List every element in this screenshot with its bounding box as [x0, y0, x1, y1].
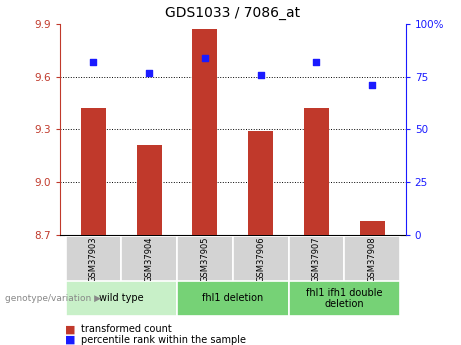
Bar	[65, 281, 177, 316]
Bar	[177, 281, 289, 316]
Bar	[344, 236, 400, 281]
Text: GSM37904: GSM37904	[145, 236, 154, 282]
Text: GSM37907: GSM37907	[312, 236, 321, 282]
Bar	[81, 108, 106, 235]
Point	[90, 59, 97, 65]
Text: GSM37903: GSM37903	[89, 236, 98, 282]
Title: GDS1033 / 7086_at: GDS1033 / 7086_at	[165, 6, 301, 20]
Text: ■: ■	[65, 335, 75, 345]
Bar	[121, 236, 177, 281]
Bar	[177, 236, 233, 281]
Bar	[233, 236, 289, 281]
Point	[313, 59, 320, 65]
Text: fhl1 ifh1 double
deletion: fhl1 ifh1 double deletion	[306, 288, 383, 309]
Bar	[304, 108, 329, 235]
Bar	[248, 131, 273, 235]
Bar	[65, 236, 121, 281]
Text: wild type: wild type	[99, 294, 143, 303]
Bar	[360, 220, 385, 235]
Bar	[289, 281, 400, 316]
Text: fhl1 deletion: fhl1 deletion	[202, 294, 263, 303]
Point	[257, 72, 264, 77]
Text: percentile rank within the sample: percentile rank within the sample	[81, 335, 246, 345]
Text: genotype/variation ▶: genotype/variation ▶	[5, 294, 100, 303]
Bar	[192, 29, 218, 235]
Bar	[289, 236, 344, 281]
Point	[146, 70, 153, 75]
Text: GSM37908: GSM37908	[368, 236, 377, 282]
Text: GSM37906: GSM37906	[256, 236, 265, 282]
Point	[368, 82, 376, 88]
Point	[201, 55, 209, 61]
Text: GSM37905: GSM37905	[201, 236, 209, 282]
Text: transformed count: transformed count	[81, 325, 171, 334]
Bar	[136, 145, 162, 235]
Text: ■: ■	[65, 325, 75, 334]
